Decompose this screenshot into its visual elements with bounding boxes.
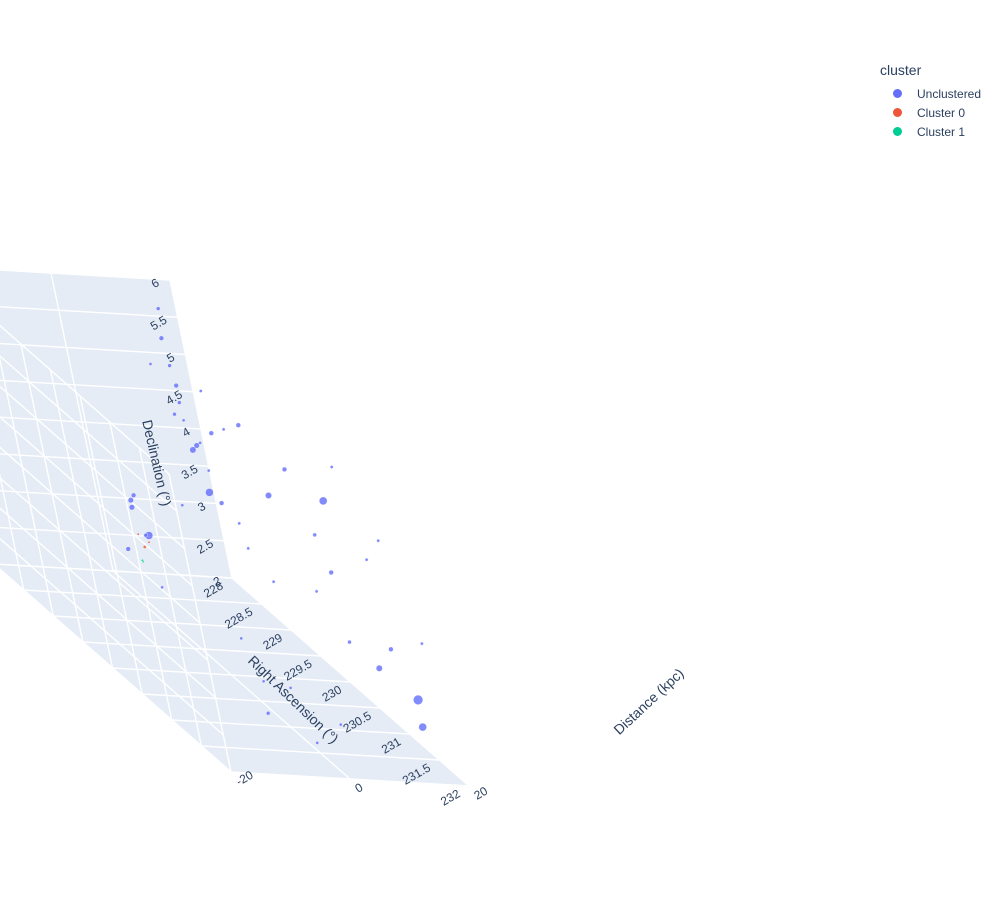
gridline-y xyxy=(112,570,351,780)
gridline-z xyxy=(0,342,186,356)
data-point xyxy=(125,546,131,552)
gridline-z xyxy=(0,269,171,281)
data-point xyxy=(420,641,424,646)
data-point xyxy=(198,389,203,393)
gridline-z xyxy=(0,476,209,661)
gridline-z xyxy=(0,385,185,550)
legend-swatch-icon xyxy=(893,127,902,136)
y-axis-title: Distance (kpc) xyxy=(610,665,686,738)
data-point xyxy=(375,664,383,672)
y-tick-label: 0 xyxy=(353,780,366,796)
data-point xyxy=(140,558,144,562)
gridline-z xyxy=(0,324,170,475)
data-point xyxy=(388,646,394,652)
data-point xyxy=(205,488,214,497)
legend-label: Cluster 0 xyxy=(917,105,966,120)
gridline-z xyxy=(0,563,233,579)
gridline-z xyxy=(0,490,217,505)
data-point xyxy=(167,363,172,368)
data-point xyxy=(208,430,214,436)
data-point xyxy=(193,442,200,449)
legend-swatch-icon xyxy=(893,89,902,98)
series-cluster-1 xyxy=(140,558,145,563)
data-point xyxy=(239,636,243,641)
axis-panes xyxy=(0,269,471,787)
gridline-z xyxy=(0,306,178,318)
data-point xyxy=(206,468,211,473)
data-point xyxy=(136,532,140,536)
data-point xyxy=(329,465,334,469)
gridline-z xyxy=(0,453,209,467)
data-point xyxy=(158,335,165,341)
data-point xyxy=(261,679,266,684)
legend-swatch-icon xyxy=(893,108,902,117)
data-point xyxy=(219,500,225,506)
data-point xyxy=(413,694,424,705)
data-point xyxy=(347,639,352,645)
legend-item-cluster-1[interactable]: Cluster 1 xyxy=(870,122,981,141)
data-point xyxy=(314,589,319,594)
gridline-y xyxy=(231,577,470,787)
data-point xyxy=(237,521,241,526)
data-point xyxy=(319,496,328,506)
data-point xyxy=(338,722,343,727)
data-point xyxy=(131,492,137,498)
data-point xyxy=(173,383,179,389)
data-point xyxy=(160,585,164,590)
legend-label: Unclustered xyxy=(917,86,982,101)
data-point xyxy=(266,711,271,716)
legend-item-unclustered[interactable]: Unclustered xyxy=(870,84,981,103)
data-point xyxy=(128,504,135,511)
data-point xyxy=(172,412,177,417)
gridline-z xyxy=(0,526,225,542)
gridline-z xyxy=(0,355,178,512)
data-point xyxy=(148,362,153,366)
legend: cluster Unclustered Cluster 0 Cluster 1 xyxy=(870,62,981,141)
data-point xyxy=(147,540,151,544)
data-point xyxy=(312,532,317,538)
data-point xyxy=(418,722,427,732)
legend-item-cluster-0[interactable]: Cluster 0 xyxy=(870,103,981,122)
data-point xyxy=(265,492,272,499)
gridline-z xyxy=(0,537,224,736)
legend-label: Cluster 1 xyxy=(917,124,966,139)
data-point xyxy=(246,546,250,551)
data-point xyxy=(143,533,148,538)
y-tick-label: 20 xyxy=(472,784,491,803)
gridline-z xyxy=(0,416,193,587)
gridline-z xyxy=(0,446,201,624)
grid-lines xyxy=(0,269,470,787)
data-point xyxy=(281,466,288,473)
data-point xyxy=(221,427,226,432)
data-point xyxy=(315,741,320,745)
data-point xyxy=(288,686,293,690)
gridline-z xyxy=(0,416,202,430)
gridline-x xyxy=(0,473,25,591)
data-point xyxy=(155,306,161,311)
data-point xyxy=(198,441,202,445)
legend-items: Unclustered Cluster 0 Cluster 1 xyxy=(870,84,981,141)
data-point xyxy=(271,579,276,584)
data-point xyxy=(127,497,134,504)
data-point xyxy=(328,569,334,576)
data-point xyxy=(189,446,197,454)
data-point xyxy=(177,400,182,405)
x-tick-label: 232 xyxy=(438,786,463,808)
data-point xyxy=(180,503,185,508)
legend-title: cluster xyxy=(880,62,922,78)
series-cluster-0 xyxy=(136,532,151,549)
data-point xyxy=(181,418,186,423)
gridline-z xyxy=(0,379,194,393)
data-point xyxy=(235,422,241,428)
series-unclustered xyxy=(125,306,427,745)
data-point xyxy=(376,538,381,543)
data-points xyxy=(125,306,427,745)
gridline-z xyxy=(0,568,232,773)
gridline-z xyxy=(0,507,216,699)
data-point xyxy=(142,545,147,549)
data-point xyxy=(364,557,369,562)
